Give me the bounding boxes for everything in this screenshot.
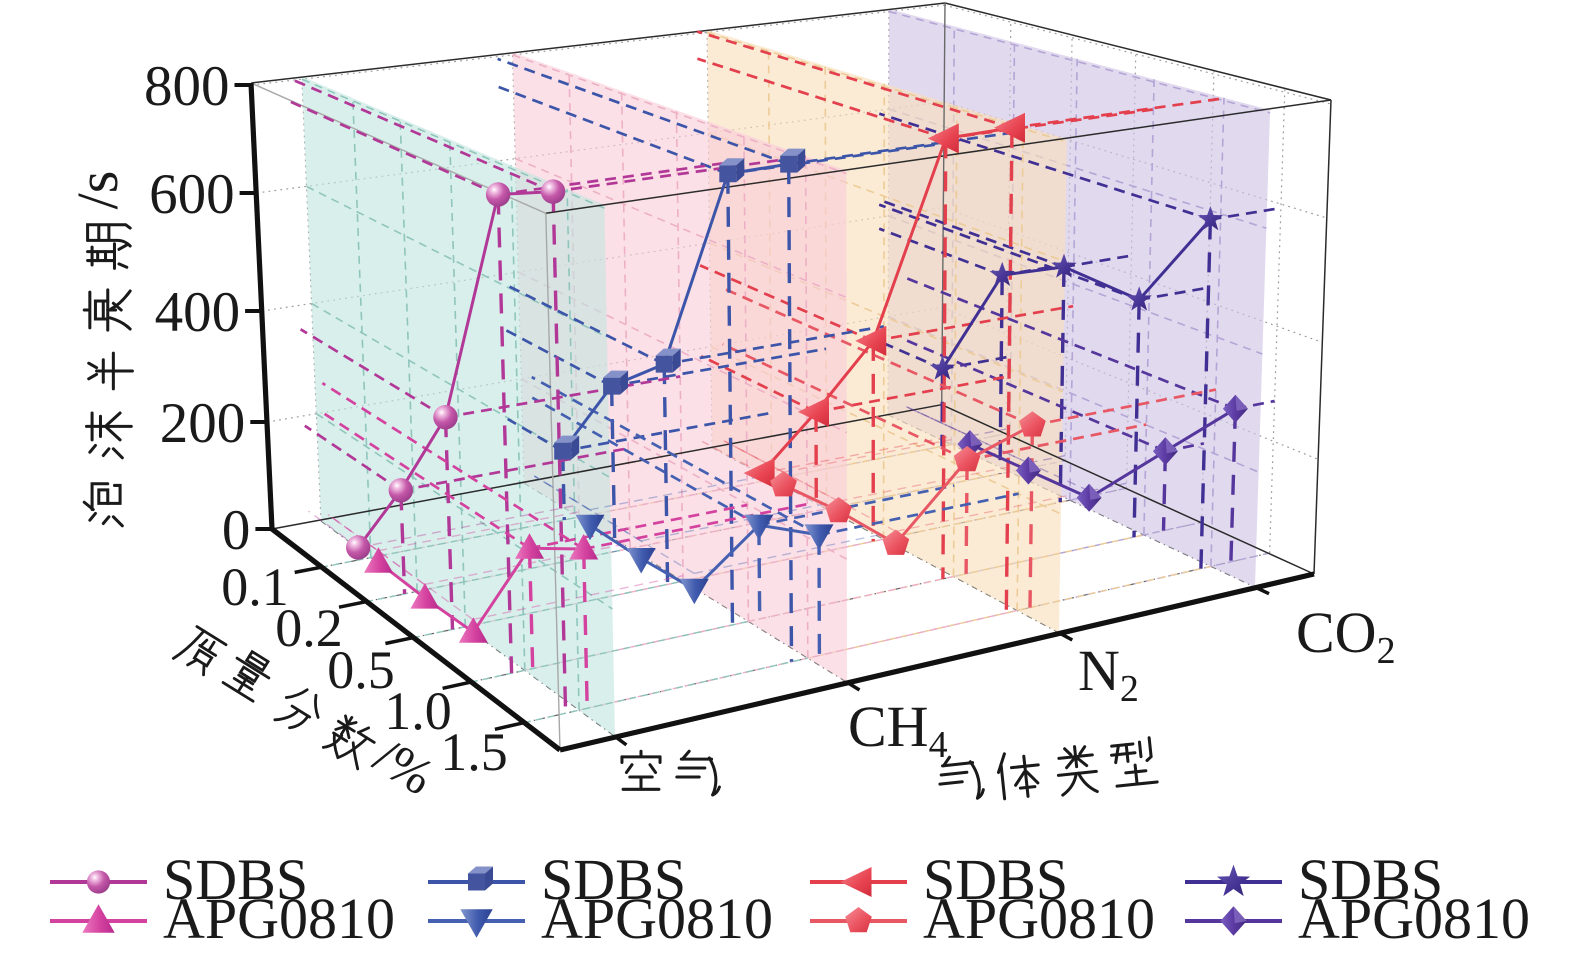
svg-text:0: 0 [222,499,251,562]
svg-text:APG0810: APG0810 [541,886,773,951]
svg-text:/s: /s [65,171,130,210]
svg-text:APG0810: APG0810 [1298,886,1530,951]
svg-text:400: 400 [155,281,241,344]
svg-text:APG0810: APG0810 [923,886,1155,951]
svg-text:APG0810: APG0810 [163,886,395,951]
svg-text:200: 200 [160,392,246,455]
svg-text:800: 800 [144,55,230,118]
svg-text:1.5: 1.5 [440,722,508,782]
svg-text:600: 600 [149,163,235,226]
